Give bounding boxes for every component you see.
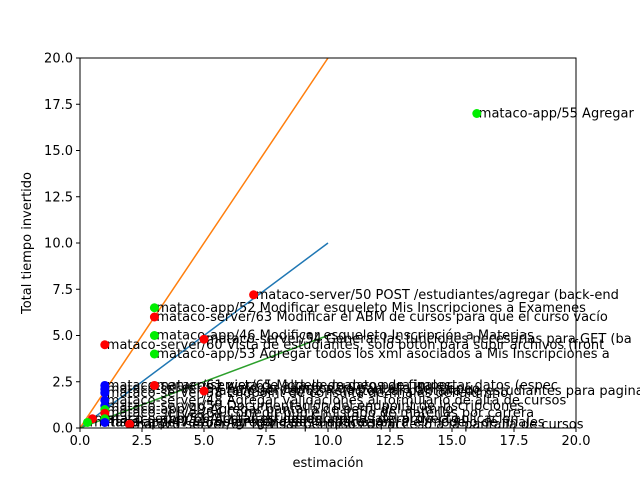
x-tick-label: 5.0 xyxy=(194,434,215,449)
x-tick-label: 20.0 xyxy=(562,434,591,449)
point-label: mataco-server/59 Documentacion del endpo… xyxy=(107,399,524,414)
y-tick-label: 7.5 xyxy=(52,283,73,298)
x-tick-label: 7.5 xyxy=(256,434,277,449)
data-point xyxy=(149,303,159,313)
point-label: mataco-server/62 Refactorizar pantalla d… xyxy=(206,384,640,399)
x-tick-label: 12.5 xyxy=(376,434,405,449)
y-tick-label: 2.5 xyxy=(52,375,73,390)
green-trend-line xyxy=(80,334,329,428)
point-label: mataco-server/63 Modificar el ABM de cur… xyxy=(156,310,607,325)
data-point xyxy=(149,380,159,390)
point-label: mataco-server/56 Agregar tests unitarios… xyxy=(107,415,545,430)
y-tick-label: 5.0 xyxy=(52,329,73,344)
y-tick-label: 20.0 xyxy=(44,52,73,67)
point-label: mataco-server/50 POST /estudiantes/agreg… xyxy=(256,288,619,303)
point-label: mataco-server/60 Vista de estudiantes, s… xyxy=(107,338,604,353)
point-label: mataco-server/64 Corregir bug en listado… xyxy=(107,406,534,421)
trend-lines xyxy=(80,58,329,428)
data-point xyxy=(100,417,110,427)
point-label: mataco-server/67 Revisar permisos de acc… xyxy=(132,417,584,432)
point-label: mataco-app/51 Ajustar estilos del menu l… xyxy=(107,412,519,427)
data-point xyxy=(100,340,110,350)
y-tick-label: 0.0 xyxy=(52,422,73,437)
point-label: mataco-app/53 Agregar todos los xml asoc… xyxy=(156,347,609,362)
data-point xyxy=(199,334,209,344)
point-label: mataco-server/61 vista de alta de mapeo … xyxy=(107,378,558,393)
y-tick-label: 12.5 xyxy=(44,190,73,205)
x-tick-label: 0.0 xyxy=(70,434,91,449)
point-label: mataco-server/66 Actualizar dependencias… xyxy=(94,412,459,427)
point-label: mataco-server/48 Agregar validaciones al… xyxy=(107,393,567,408)
x-axis-title: estimación xyxy=(292,456,363,471)
point-labels: mataco-app/55 Agregar mataco-server/50 PO… xyxy=(89,107,640,433)
x-tick-label: 2.5 xyxy=(132,434,153,449)
point-label: mataco-app/49 Agregar pantalla de perfil… xyxy=(107,403,454,418)
point-label: mataco-app/46 Modificar esqueleto Inscri… xyxy=(156,329,534,344)
y-tick-label: 10.0 xyxy=(44,237,73,252)
orange-trend-line xyxy=(80,58,329,428)
axes: 0.0 2.5 5.0 7.5 10.0 12.5 15.0 17.5 20.0 0.0 2.5 5.… xyxy=(44,52,590,450)
point-label: mataco-server/65 Modelo de datos de fina… xyxy=(156,378,451,393)
data-point xyxy=(125,419,135,428)
data-point xyxy=(472,109,482,118)
point-label: mataco-app/55 Agregar xyxy=(479,107,635,122)
point-label: mataco-app/47 Cambiar icono de la aplica… xyxy=(89,415,392,430)
x-tick-label: 10.0 xyxy=(314,434,343,449)
point-label: mataco-server/57 Agregar campos de panta… xyxy=(107,382,480,397)
point-label: mataco-app/52 Modificar esqueleto Mis In… xyxy=(156,301,586,316)
data-points xyxy=(82,109,482,428)
point-label: mataco-server/54 Generar las funciones n… xyxy=(206,332,632,347)
y-axis-title: Total tiempo invertido xyxy=(20,172,35,315)
data-point xyxy=(249,290,259,300)
data-point xyxy=(149,349,159,359)
y-tick-label: 15.0 xyxy=(44,144,73,159)
data-point xyxy=(82,417,92,427)
data-point xyxy=(100,388,110,398)
x-tick-label: 17.5 xyxy=(500,434,529,449)
data-point xyxy=(149,312,159,322)
data-point xyxy=(149,331,159,340)
x-tick-label: 15.0 xyxy=(438,434,467,449)
data-point xyxy=(199,386,209,396)
y-tick-label: 17.5 xyxy=(44,98,73,113)
